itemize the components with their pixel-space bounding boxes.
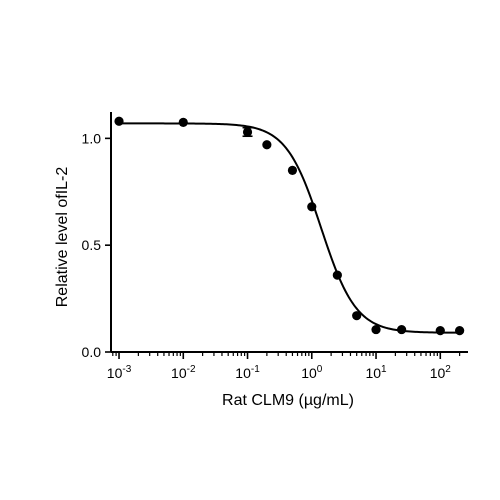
x-tick-label: 100	[301, 364, 323, 381]
y-tick-label: 0.0	[82, 344, 102, 360]
data-point	[242, 127, 253, 137]
y-tick-label: 1.0	[82, 130, 102, 146]
x-tick-label: 10-3	[107, 364, 132, 381]
data-point	[332, 270, 342, 280]
x-tick-label: 101	[365, 364, 387, 381]
x-tick-label: 10-1	[235, 364, 260, 381]
data-point	[435, 326, 445, 336]
data-point	[455, 326, 465, 336]
data-point	[287, 165, 298, 176]
data-point	[114, 116, 124, 126]
data-point	[352, 311, 362, 321]
data-point	[307, 202, 317, 212]
data-point	[262, 140, 272, 150]
x-tick-label: 10-2	[171, 364, 196, 381]
x-axis-label: Rat CLM9 (µg/mL)	[222, 392, 354, 409]
data-point	[178, 117, 188, 127]
fit-curve	[119, 122, 460, 334]
data-point	[371, 324, 381, 335]
x-tick-label: 102	[430, 364, 452, 381]
y-axis-label: Relative level ofIL-2	[54, 167, 71, 308]
axes: 0.0 0.5 1.0 10-3 10-2 10-1 100 101 102	[82, 112, 468, 381]
data-point	[397, 324, 407, 335]
chart-marks	[114, 116, 465, 336]
y-tick-label: 0.5	[82, 237, 102, 253]
